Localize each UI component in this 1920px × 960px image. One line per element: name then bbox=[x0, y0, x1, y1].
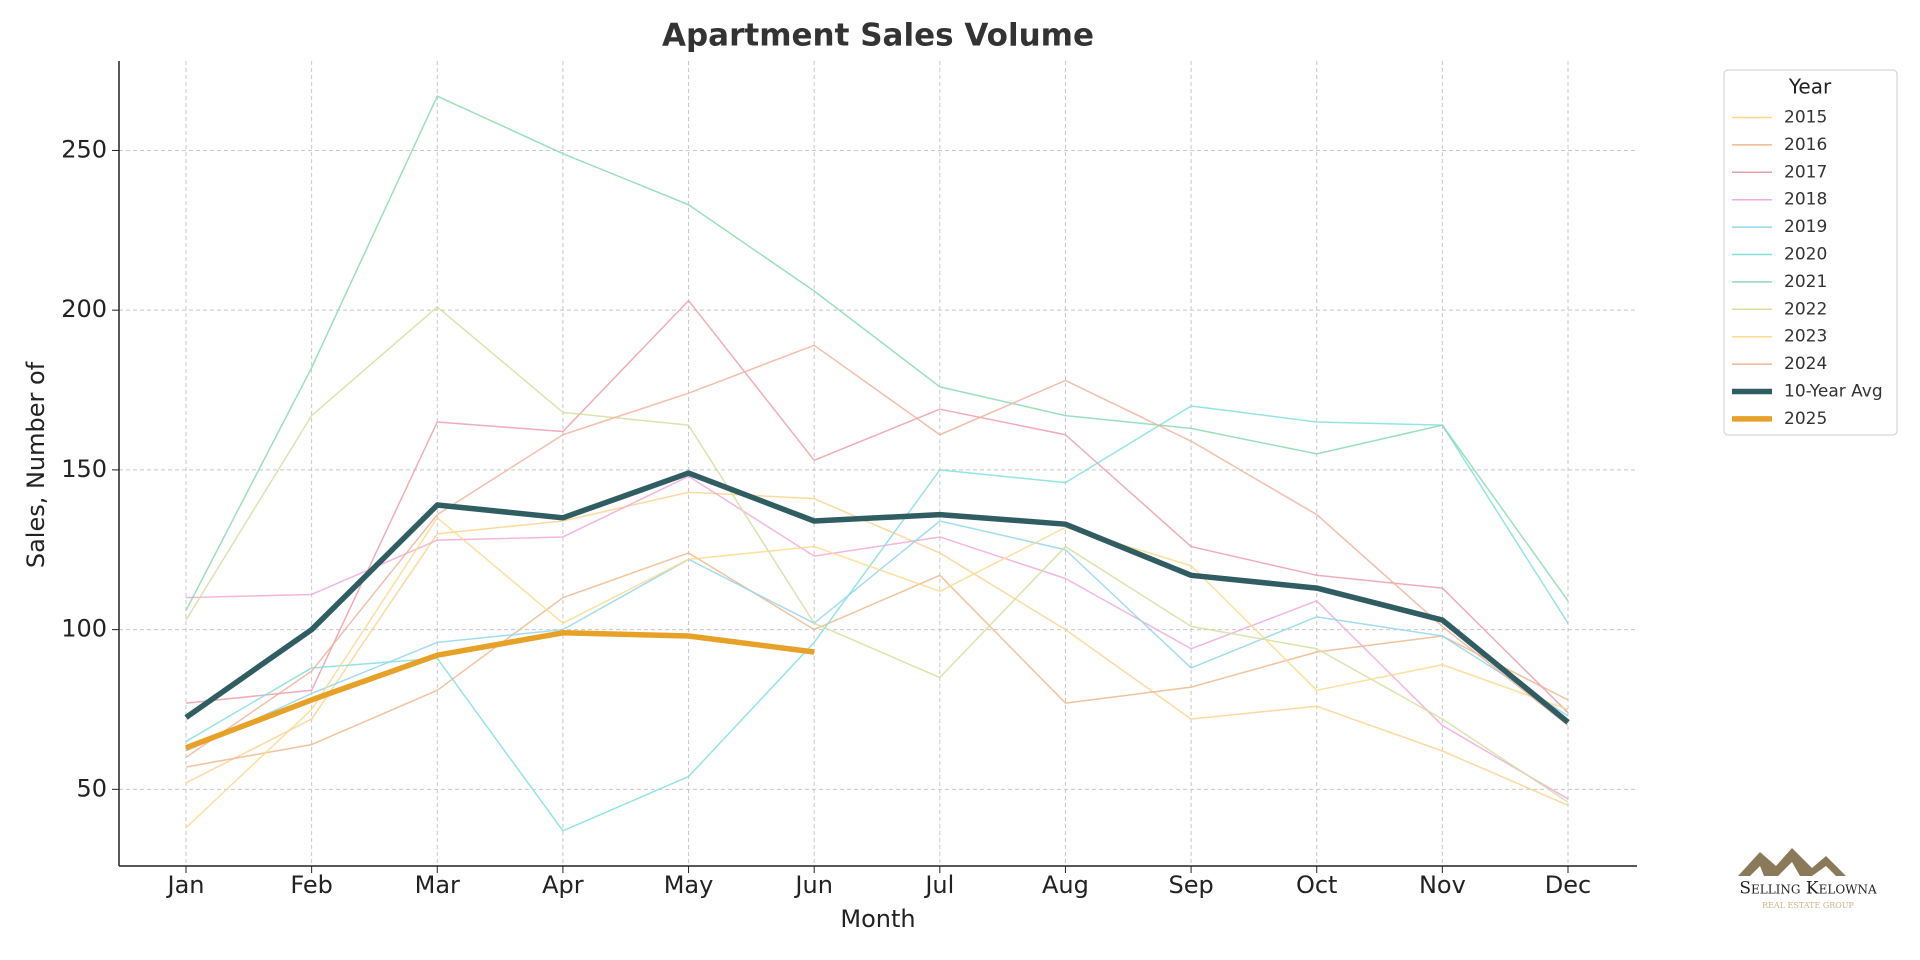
legend-label: 2015 bbox=[1784, 108, 1827, 128]
x-tick-label: Dec bbox=[1545, 871, 1591, 899]
x-tick-label: Mar bbox=[415, 871, 460, 899]
series-line bbox=[185, 344, 1569, 759]
grid bbox=[119, 61, 1637, 866]
series-line bbox=[185, 491, 1569, 806]
legend-label: 2021 bbox=[1784, 272, 1827, 292]
legend-label: 2017 bbox=[1784, 162, 1827, 182]
x-tick-label: May bbox=[664, 871, 714, 899]
series-line bbox=[185, 517, 1569, 829]
y-tick-label: 100 bbox=[61, 615, 107, 643]
x-tick-label: Jun bbox=[793, 871, 833, 899]
y-tick-label: 250 bbox=[61, 135, 107, 163]
x-axis-label: Month bbox=[840, 905, 915, 933]
series-line bbox=[185, 520, 1569, 752]
legend-label: 2019 bbox=[1784, 217, 1827, 237]
logo-name: Selling Kelowna bbox=[1739, 879, 1877, 899]
legend-box bbox=[1723, 69, 1898, 436]
legend-label: 2025 bbox=[1784, 409, 1827, 429]
series-line bbox=[184, 470, 1570, 725]
series-line bbox=[185, 306, 1569, 803]
y-tick-label: 50 bbox=[76, 774, 107, 802]
x-tick-label: Feb bbox=[290, 871, 333, 899]
series-line bbox=[185, 95, 1569, 611]
logo: Selling Kelowna REAL ESTATE GROUP bbox=[1738, 848, 1877, 910]
legend-label: 10-Year Avg bbox=[1784, 382, 1883, 402]
legend-label: 2023 bbox=[1784, 327, 1827, 347]
legend: 2015 2016 2017 2018 2019 2020 2021 2022 2023 2024… bbox=[1732, 108, 1883, 429]
legend-label: 2024 bbox=[1784, 354, 1827, 374]
legend-title: Year bbox=[1788, 75, 1832, 99]
series-line bbox=[185, 552, 1569, 768]
lines bbox=[184, 95, 1570, 832]
y-axis-label: Sales, Number of bbox=[22, 361, 50, 568]
y-tick-label: 200 bbox=[61, 295, 107, 323]
logo-icon bbox=[1738, 848, 1846, 876]
series-line bbox=[185, 475, 1569, 800]
x-tick-label: Apr bbox=[542, 871, 584, 899]
series-line bbox=[185, 630, 815, 751]
chart-title: Apartment Sales Volume bbox=[662, 18, 1094, 54]
legend-label: 2020 bbox=[1784, 245, 1827, 265]
x-tick-label: Oct bbox=[1296, 871, 1338, 899]
legend-label: 2018 bbox=[1784, 190, 1827, 210]
x-tick-label: Sep bbox=[1168, 871, 1213, 899]
series-line bbox=[185, 299, 1569, 714]
legend-label: 2022 bbox=[1784, 299, 1827, 319]
x-tick-label: Jan bbox=[166, 871, 205, 899]
x-tick-label: Jul bbox=[923, 871, 954, 899]
y-tick-label: 150 bbox=[61, 455, 107, 483]
x-tick-label: Aug bbox=[1042, 871, 1089, 899]
legend-label: 2016 bbox=[1784, 135, 1827, 155]
x-tick-label: Nov bbox=[1419, 871, 1466, 899]
logo-tagline: REAL ESTATE GROUP bbox=[1762, 901, 1854, 910]
